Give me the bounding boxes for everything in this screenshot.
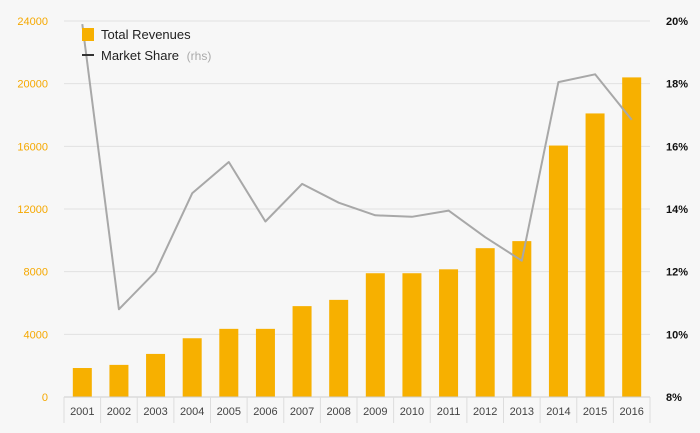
x-tick-label: 2007 xyxy=(290,406,314,418)
x-tick-label: 2005 xyxy=(217,406,241,418)
grid-layer xyxy=(64,20,650,398)
y-right-tick-label: 14% xyxy=(666,204,688,216)
x-tick-label: 2001 xyxy=(70,406,94,418)
bar-2009 xyxy=(365,273,385,397)
x-tick-label: 2015 xyxy=(583,406,607,418)
x-tick-label: 2014 xyxy=(546,406,570,418)
bar-2013 xyxy=(512,241,532,397)
bar-2005 xyxy=(219,328,239,397)
x-tick-label: 2003 xyxy=(143,406,167,418)
x-tick-label: 2012 xyxy=(473,406,497,418)
bar-layer xyxy=(72,77,642,398)
y-right-tick-label: 16% xyxy=(666,141,688,153)
bar-2003 xyxy=(146,353,166,397)
x-tick-label: 2011 xyxy=(437,406,461,418)
y-right-tick-label: 12% xyxy=(666,267,688,279)
legend-label-market-share: Market Share (rhs) xyxy=(101,48,211,63)
legend-swatch-revenues xyxy=(82,28,94,41)
y-left-tick-label: 16000 xyxy=(17,141,48,153)
legend: Total Revenues Market Share (rhs) xyxy=(82,27,211,63)
y-left-tick-label: 0 xyxy=(42,392,48,404)
x-tick-label: 2004 xyxy=(180,406,204,418)
line-layer xyxy=(81,23,633,311)
bar-2010 xyxy=(402,273,422,397)
x-tick-label: 2009 xyxy=(363,406,387,418)
bar-2004 xyxy=(182,338,202,397)
x-tick-label: 2006 xyxy=(253,406,277,418)
bar-2014 xyxy=(548,145,568,397)
y-left-tick-label: 20000 xyxy=(17,79,48,91)
bar-2015 xyxy=(585,113,605,397)
y-left-tick-label: 8000 xyxy=(24,267,48,279)
y-right-tick-label: 18% xyxy=(666,79,688,91)
bar-2008 xyxy=(329,299,349,397)
bar-2012 xyxy=(475,248,495,397)
y-left-tick-label: 12000 xyxy=(17,204,48,216)
y-left-tick-label: 24000 xyxy=(17,16,48,28)
x-tick-label: 2010 xyxy=(400,406,424,418)
bar-2006 xyxy=(255,328,275,397)
legend-label-revenues: Total Revenues xyxy=(101,27,191,42)
bar-2001 xyxy=(72,368,92,397)
y-right-tick-label: 8% xyxy=(666,392,682,404)
bar-2011 xyxy=(439,269,459,397)
bar-2016 xyxy=(622,77,642,398)
legend-label-market-share-main: Market Share xyxy=(101,48,179,63)
x-tick-label: 2016 xyxy=(619,406,643,418)
x-tick-label: 2008 xyxy=(326,406,350,418)
market-share-line xyxy=(81,23,633,311)
y-right-tick-label: 10% xyxy=(666,329,688,341)
x-tick-label: 2013 xyxy=(510,406,534,418)
y-right-tick-label: 20% xyxy=(666,16,688,28)
bar-2007 xyxy=(292,306,312,397)
axis-layer: 0 4000 8000 12000 16000 20000 24000 8% 10% 12% 14%… xyxy=(17,16,688,423)
bar-2002 xyxy=(109,364,129,397)
x-tick-label: 2002 xyxy=(107,406,131,418)
legend-label-market-share-suffix: (rhs) xyxy=(187,49,212,63)
y-left-tick-label: 4000 xyxy=(24,329,48,341)
